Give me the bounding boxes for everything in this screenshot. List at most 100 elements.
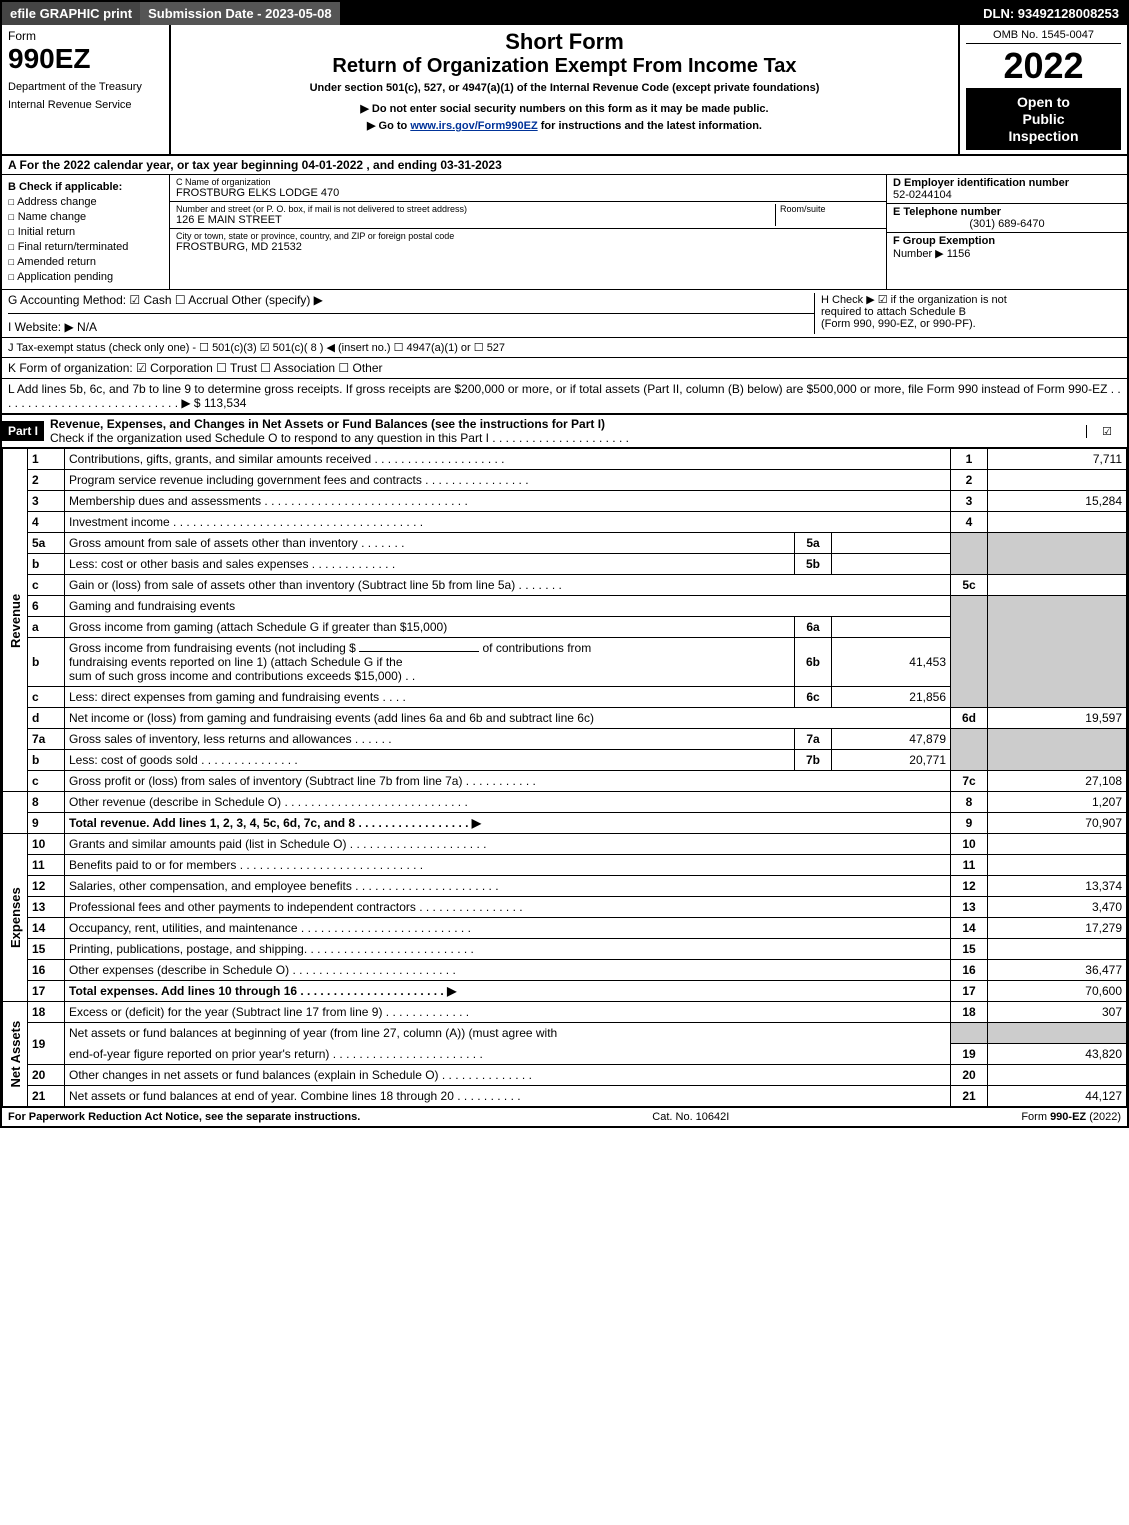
footer-left: For Paperwork Reduction Act Notice, see …	[8, 1111, 360, 1123]
header-left: Form 990EZ Department of the Treasury In…	[2, 25, 171, 154]
line-19-label2: end-of-year figure reported on prior yea…	[65, 1043, 951, 1064]
b-item-label: Initial return	[18, 226, 75, 238]
dept-treasury: Department of the Treasury	[8, 81, 163, 93]
irs-link[interactable]: www.irs.gov/Form990EZ	[410, 120, 537, 132]
line-11-num: 11	[951, 855, 988, 876]
c-city-label: City or town, state or province, country…	[176, 231, 880, 241]
line-2-num: 2	[951, 470, 988, 491]
line-17-text: Total expenses. Add lines 10 through 16 …	[69, 984, 456, 998]
group-exemption-value: 1156	[947, 248, 971, 260]
line-num: 15	[28, 939, 65, 960]
line-num: a	[28, 617, 65, 638]
line-9-text: Total revenue. Add lines 1, 2, 3, 4, 5c,…	[69, 816, 481, 830]
b-application-pending[interactable]: ☐ Application pending	[8, 270, 163, 283]
b-initial-return[interactable]: ☐ Initial return	[8, 225, 163, 238]
line-6b-intval: 41,453	[832, 638, 951, 687]
h-line1: H Check ▶ ☑ if the organization is not	[821, 293, 1121, 306]
footer-center: Cat. No. 10642I	[360, 1111, 1021, 1123]
b-final-return[interactable]: ☐ Final return/terminated	[8, 240, 163, 253]
under-section: Under section 501(c), 527, or 4947(a)(1)…	[177, 82, 952, 94]
org-street: 126 E MAIN STREET	[176, 214, 775, 226]
b-amended-return[interactable]: ☐ Amended return	[8, 255, 163, 268]
line-21-val: 44,127	[988, 1085, 1127, 1106]
row-l: L Add lines 5b, 6c, and 7b to line 9 to …	[2, 379, 1127, 414]
part1-title: Revenue, Expenses, and Changes in Net As…	[44, 415, 1086, 447]
f-label2: Number ▶	[893, 248, 944, 260]
line-7c-label: Gross profit or (loss) from sales of inv…	[65, 771, 951, 792]
org-city: FROSTBURG, MD 21532	[176, 241, 880, 253]
room-suite-label: Room/suite	[775, 204, 880, 226]
line-num: 12	[28, 876, 65, 897]
line-9-num: 9	[951, 813, 988, 834]
line-12-num: 12	[951, 876, 988, 897]
org-name: FROSTBURG ELKS LODGE 470	[176, 187, 880, 199]
line-13-label: Professional fees and other payments to …	[65, 897, 951, 918]
line-4-label: Investment income . . . . . . . . . . . …	[65, 512, 951, 533]
header-mid: Short Form Return of Organization Exempt…	[171, 25, 958, 154]
row-a-tax-year: A For the 2022 calendar year, or tax yea…	[2, 156, 1127, 175]
line-num: 11	[28, 855, 65, 876]
line-18-num: 18	[951, 1002, 988, 1023]
row-h: H Check ▶ ☑ if the organization is not r…	[814, 293, 1121, 334]
line-12-label: Salaries, other compensation, and employ…	[65, 876, 951, 897]
line-6d-num: 6d	[951, 708, 988, 729]
line-7c-val: 27,108	[988, 771, 1127, 792]
line-5b-intnum: 5b	[795, 554, 832, 575]
line-13-val: 3,470	[988, 897, 1127, 918]
line-num: c	[28, 575, 65, 596]
line-20-label: Other changes in net assets or fund bala…	[65, 1064, 951, 1085]
shade-cell	[951, 596, 988, 708]
form-990ez-page: efile GRAPHIC print Submission Date - 20…	[0, 0, 1129, 1128]
c-street-label: Number and street (or P. O. box, if mail…	[176, 204, 775, 214]
line-5b-intval	[832, 554, 951, 575]
line-7a-intval: 47,879	[832, 729, 951, 750]
section-bcdef: B Check if applicable: ☐ Address change …	[2, 175, 1127, 290]
line-6c-intval: 21,856	[832, 687, 951, 708]
shade-cell	[951, 1023, 988, 1044]
line-num: c	[28, 771, 65, 792]
line-num: 19	[28, 1023, 65, 1065]
line-6d-label: Net income or (loss) from gaming and fun…	[65, 708, 951, 729]
b-item-label: Final return/terminated	[18, 241, 129, 253]
line-14-val: 17,279	[988, 918, 1127, 939]
part1-checkbox[interactable]: ☑	[1086, 425, 1127, 438]
line-7a-label: Gross sales of inventory, less returns a…	[65, 729, 795, 750]
b-item-label: Amended return	[17, 256, 96, 268]
form-word: Form	[8, 29, 163, 43]
row-i: I Website: ▶ N/A	[8, 320, 814, 334]
side-revenue: Revenue	[3, 449, 28, 792]
page-footer: For Paperwork Reduction Act Notice, see …	[2, 1107, 1127, 1126]
line-3-label: Membership dues and assessments . . . . …	[65, 491, 951, 512]
open-line3: Inspection	[968, 128, 1119, 145]
b-item-label: Name change	[18, 211, 87, 223]
open-line2: Public	[968, 111, 1119, 128]
line-num: 18	[28, 1002, 65, 1023]
line-8-label: Other revenue (describe in Schedule O) .…	[65, 792, 951, 813]
line-num: d	[28, 708, 65, 729]
header-right: OMB No. 1545-0047 2022 Open to Public In…	[958, 25, 1127, 154]
omb-number: OMB No. 1545-0047	[966, 29, 1121, 44]
line-16-val: 36,477	[988, 960, 1127, 981]
line-20-val	[988, 1064, 1127, 1085]
line-6b-l2: fundraising events reported on line 1) (…	[69, 655, 403, 669]
section-c: C Name of organization FROSTBURG ELKS LO…	[170, 175, 886, 289]
line-17-num: 17	[951, 981, 988, 1002]
line-num: 17	[28, 981, 65, 1002]
short-form-title: Short Form	[177, 29, 952, 55]
line-16-num: 16	[951, 960, 988, 981]
form-number: 990EZ	[8, 43, 163, 75]
shade-cell	[951, 729, 988, 771]
line-6b-mid: of contributions from	[483, 641, 592, 655]
b-name-change[interactable]: ☐ Name change	[8, 210, 163, 223]
line-15-label: Printing, publications, postage, and shi…	[65, 939, 951, 960]
efile-label[interactable]: efile GRAPHIC print	[2, 2, 140, 25]
side-revenue-cont	[3, 792, 28, 834]
c-name-label: C Name of organization	[176, 177, 880, 187]
shade-cell	[951, 533, 988, 575]
line-num: 3	[28, 491, 65, 512]
line-17-val: 70,600	[988, 981, 1127, 1002]
b-address-change[interactable]: ☐ Address change	[8, 195, 163, 208]
line-num: b	[28, 638, 65, 687]
line-6a-intnum: 6a	[795, 617, 832, 638]
row-a-text: A For the 2022 calendar year, or tax yea…	[8, 158, 502, 172]
